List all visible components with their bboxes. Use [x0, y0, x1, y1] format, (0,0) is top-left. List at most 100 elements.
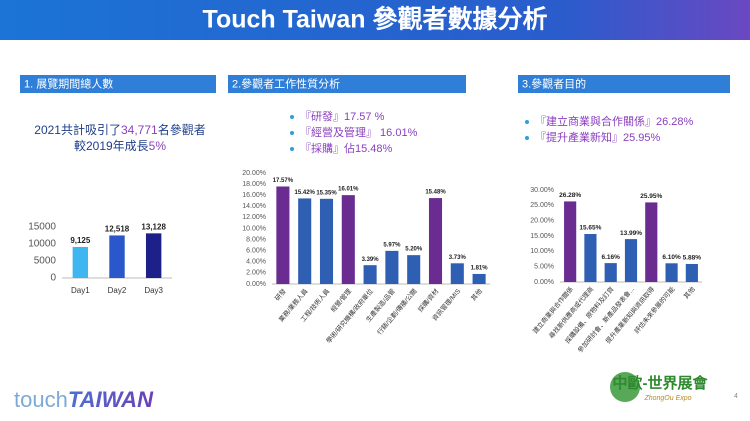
value-label: 15.35%: [316, 190, 337, 196]
x-tick-label: 建立商業與合作關係: [530, 284, 575, 335]
bullet-list: 『研發』17.57 % 『經營及管理』 16.01% 『採購』佔15.48%: [290, 109, 418, 155]
brand-part: TAIWAN: [68, 387, 154, 412]
y-tick-label: 0: [50, 273, 56, 284]
bullet-text: 『建立商業與合作關係』26.28%: [535, 114, 694, 128]
bar: [72, 246, 89, 278]
x-tick-label: 經營/管理: [328, 286, 353, 313]
bullet: [525, 136, 529, 140]
highlight: 5%: [149, 139, 167, 153]
value-label: 26.28%: [559, 192, 581, 199]
panel-heading-bg: [228, 75, 466, 93]
bullet: [290, 147, 294, 151]
y-tick-label: 10000: [28, 239, 56, 250]
value-label: 15.42%: [295, 190, 316, 196]
partner-logo: 中歐-世界展會: [613, 374, 709, 392]
title-banner: [0, 0, 750, 40]
y-tick-label: 25.00%: [530, 202, 554, 209]
slide-title: Touch Taiwan 參觀者數據分析: [203, 5, 548, 34]
bar: [298, 198, 312, 284]
bar: [341, 195, 355, 284]
bar: [385, 250, 399, 284]
bar: [407, 255, 421, 284]
value-label: 6.16%: [601, 254, 620, 261]
y-tick-label: 4.00%: [246, 259, 266, 266]
x-tick-label: Day1: [71, 286, 90, 295]
bar: [363, 265, 377, 284]
value-label: 5.88%: [683, 255, 702, 262]
bar: [604, 263, 617, 282]
summary-line: 2021共計吸引了34,771名參觀者: [34, 122, 205, 137]
summary-line: 較2019年成長5%: [74, 138, 166, 153]
y-tick-label: 10.00%: [530, 248, 554, 255]
y-tick-label: 0.00%: [246, 281, 266, 288]
value-label: 25.95%: [640, 193, 662, 200]
panel-heading-bg: [518, 75, 730, 93]
panel-heading: 1. 展覽期間總人數: [24, 76, 113, 90]
bullet: [290, 115, 294, 119]
value-label: 3.73%: [449, 255, 467, 261]
y-tick-label: 5000: [34, 256, 57, 267]
bullet: [525, 120, 529, 124]
value-label: 6.10%: [662, 254, 681, 261]
brand-part: touch: [14, 387, 68, 412]
x-tick-label: Day2: [108, 286, 127, 295]
x-tick-label: 其他: [469, 286, 485, 302]
text: 名參觀者: [158, 122, 206, 137]
y-tick-label: 20.00%: [242, 170, 266, 177]
page-number: 4: [734, 393, 738, 400]
value-label: 12,518: [105, 225, 130, 234]
x-tick-label: 行銷/企劃/傳播/公關: [375, 287, 419, 337]
bullet-list: 『建立商業與合作關係』26.28% 『提升產業新知』25.95%: [525, 114, 694, 144]
value-label: 17.57%: [273, 178, 294, 184]
y-tick-label: 18.00%: [242, 181, 266, 188]
y-tick-label: 2.00%: [246, 270, 266, 277]
panel-heading: 3.參觀者目的: [522, 76, 586, 90]
bar: [645, 202, 658, 282]
bullet-text: 『研發』17.57 %: [300, 109, 385, 123]
bullet: [290, 131, 294, 135]
text: 較2019年成長: [74, 138, 149, 153]
value-label: 1.81%: [471, 266, 489, 272]
value-label: 3.39%: [362, 257, 380, 263]
value-label: 13,128: [141, 222, 166, 231]
highlight: 34,771: [121, 123, 158, 137]
value-label: 5.97%: [383, 242, 401, 248]
bar: [685, 263, 698, 282]
bullet-text: 『經營及管理』 16.01%: [300, 125, 418, 139]
panel-heading-bg: [20, 75, 216, 93]
bar: [564, 201, 577, 282]
value-label: 9,125: [70, 236, 91, 245]
bar: [584, 234, 597, 282]
text: 2021共計吸引了: [34, 122, 121, 137]
bar: [109, 235, 125, 278]
y-tick-label: 8.00%: [246, 236, 266, 243]
panel-heading: 2.參觀者工作性質分析: [232, 76, 340, 90]
x-tick-label: 採購/資材: [416, 286, 441, 313]
y-tick-label: 15.00%: [530, 233, 554, 240]
bar: [428, 198, 443, 284]
bar: [665, 263, 678, 282]
y-tick-label: 14.00%: [242, 203, 266, 210]
y-tick-label: 16.00%: [242, 192, 266, 199]
x-tick-label: Day3: [144, 286, 163, 295]
value-label: 5.20%: [405, 247, 423, 253]
value-label: 16.01%: [338, 187, 359, 193]
bar: [145, 233, 162, 278]
bar: [276, 186, 290, 284]
y-tick-label: 0.00%: [534, 279, 554, 286]
x-tick-label: 其他: [681, 284, 697, 300]
y-tick-label: 15000: [28, 222, 56, 233]
value-label: 13.99%: [620, 230, 642, 237]
x-tick-label: 研發: [272, 286, 288, 302]
y-tick-label: 5.00%: [534, 264, 554, 271]
y-tick-label: 6.00%: [246, 248, 266, 255]
value-label: 15.65%: [579, 225, 601, 232]
bar: [319, 198, 334, 284]
partner-sub: ZhongOu Expo: [643, 395, 691, 402]
value-label: 15.48%: [425, 190, 446, 196]
y-tick-label: 10.00%: [242, 225, 266, 232]
brand-logo: touchTAIWAN: [14, 387, 154, 412]
bar: [624, 239, 638, 282]
y-tick-label: 12.00%: [242, 214, 266, 221]
